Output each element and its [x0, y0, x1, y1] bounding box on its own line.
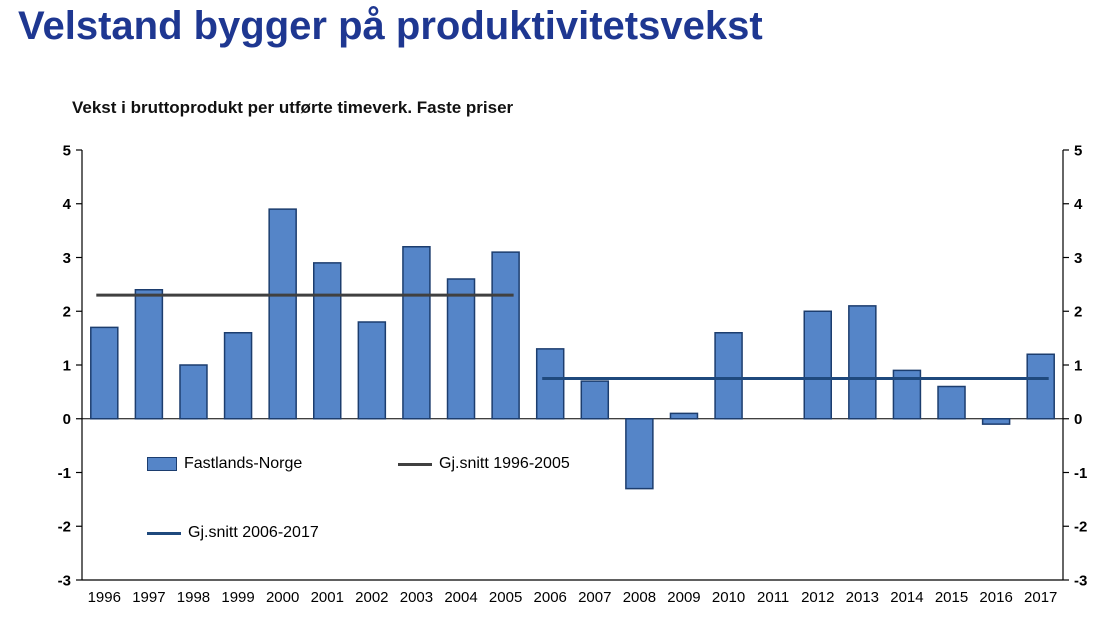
- bar-1998: [179, 364, 208, 420]
- y-tick-label-right: -1: [1074, 465, 1087, 482]
- y-tick-label-left: 3: [63, 250, 71, 267]
- bar-2015: [937, 385, 966, 420]
- x-tick-label-2009: 2009: [667, 589, 700, 606]
- bar-2013: [848, 305, 877, 420]
- x-tick-label-1998: 1998: [177, 589, 210, 606]
- bar-2004: [446, 278, 476, 420]
- legend-swatch-bars: [147, 457, 177, 471]
- y-tick-label-right: 3: [1074, 250, 1082, 267]
- x-tick-label-2008: 2008: [623, 589, 656, 606]
- legend-label-avg-2006-2017: Gj.snitt 2006-2017: [188, 524, 319, 541]
- bar-2002: [357, 321, 387, 420]
- x-tick-label-2011: 2011: [757, 589, 789, 606]
- y-tick-label-left: 0: [63, 411, 71, 428]
- x-tick-label-2016: 2016: [979, 589, 1012, 606]
- bar-2007: [580, 380, 610, 420]
- y-tick-label-left: 5: [63, 142, 71, 159]
- x-tick-label-2003: 2003: [400, 589, 433, 606]
- x-tick-label-1999: 1999: [221, 589, 254, 606]
- x-tick-label-2014: 2014: [890, 589, 923, 606]
- x-tick-label-2007: 2007: [578, 589, 611, 606]
- bar-2003: [402, 246, 431, 420]
- bar-2000: [268, 208, 297, 420]
- bar-2008: [625, 418, 654, 490]
- x-tick-label-2017: 2017: [1024, 589, 1057, 606]
- y-tick-label-right: 0: [1074, 411, 1082, 428]
- chart-subtitle: Vekst i bruttoprodukt per utførte timeve…: [72, 98, 514, 117]
- y-tick-label-right: 4: [1074, 196, 1083, 213]
- bar-2012: [803, 310, 832, 420]
- x-tick-label-2002: 2002: [355, 589, 388, 606]
- bar-1999: [223, 332, 253, 420]
- x-tick-label-2010: 2010: [712, 589, 745, 606]
- x-tick-label-1996: 1996: [88, 589, 121, 606]
- legend-label-avg-1996-2005: Gj.snitt 1996-2005: [439, 455, 570, 472]
- x-tick-label-2013: 2013: [846, 589, 879, 606]
- y-tick-label-right: 2: [1074, 304, 1082, 321]
- y-tick-label-left: 2: [63, 304, 71, 321]
- y-tick-label-right: 5: [1074, 142, 1082, 159]
- bar-2010: [714, 332, 743, 420]
- bar-2016: [981, 418, 1011, 425]
- y-tick-label-left: 4: [63, 196, 72, 213]
- x-tick-label-2006: 2006: [534, 589, 567, 606]
- y-tick-label-left: -2: [58, 519, 71, 536]
- y-tick-label-right: 1: [1074, 357, 1082, 374]
- bar-2009: [669, 412, 699, 420]
- y-tick-label-right: -3: [1074, 572, 1087, 589]
- legend-item-avg-2006-2017: Gj.snitt 2006-2017: [147, 524, 319, 542]
- y-tick-label-right: -2: [1074, 519, 1087, 536]
- y-tick-label-left: 1: [63, 357, 71, 374]
- bar-1996: [90, 326, 119, 420]
- x-tick-label-2005: 2005: [489, 589, 522, 606]
- bar-2006: [535, 348, 565, 420]
- bar-2001: [313, 262, 342, 420]
- page-title: Velstand bygger på produktivitetsvekst: [18, 4, 763, 48]
- bar-2005: [491, 251, 520, 420]
- bar-2017: [1026, 353, 1055, 420]
- x-tick-label-2004: 2004: [444, 589, 477, 606]
- y-tick-label-left: -3: [58, 572, 71, 589]
- x-tick-label-2012: 2012: [801, 589, 834, 606]
- x-tick-label-2000: 2000: [266, 589, 299, 606]
- x-tick-label-1997: 1997: [132, 589, 165, 606]
- legend-label-fastlands-norge: Fastlands-Norge: [184, 455, 303, 472]
- legend-item-avg-1996-2005: Gj.snitt 1996-2005: [398, 455, 570, 473]
- legend-swatch-avg1: [398, 462, 432, 466]
- y-tick-label-left: -1: [58, 465, 71, 482]
- bar-chart-canvas: -3 -3 -2 -2 -1 -1 0 0 1 1 2 2 3 3 4 4 5 5 1996 1997 1998 1999…: [58, 142, 1088, 606]
- x-tick-label-2001: 2001: [311, 589, 344, 606]
- legend-item-fastlands-norge: Fastlands-Norge: [147, 455, 302, 473]
- legend-swatch-avg2: [147, 531, 181, 535]
- bar-1997: [134, 289, 164, 420]
- x-tick-label-2015: 2015: [935, 589, 968, 606]
